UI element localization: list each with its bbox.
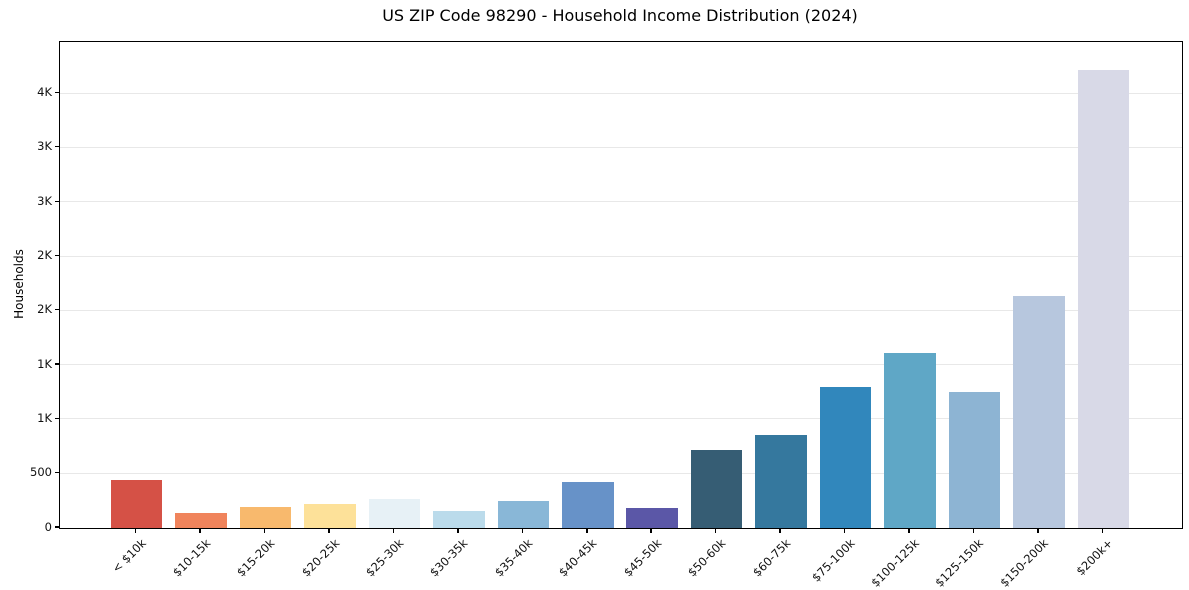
x-tick-mark — [714, 528, 717, 533]
x-tick-mark — [972, 528, 975, 533]
chart-title: US ZIP Code 98290 - Household Income Dis… — [382, 6, 858, 25]
bar — [304, 503, 356, 528]
y-tick-label: 4K — [37, 85, 52, 100]
x-tick-label: $30-35k — [427, 536, 471, 580]
bar — [239, 506, 292, 528]
x-tick-mark — [392, 528, 395, 533]
x-tick-label: $25-30k — [362, 536, 407, 580]
x-tick-mark — [457, 528, 459, 533]
x-tick-label: $60-75k — [749, 536, 793, 580]
y-tick-label: 1K — [37, 410, 52, 425]
x-tick-label: $15-20k — [234, 536, 278, 580]
bar — [368, 498, 421, 528]
y-tick-label: 500 — [30, 465, 52, 480]
x-tick-label: $20-25k — [298, 536, 342, 580]
y-tick-mark — [54, 417, 59, 419]
y-tick-mark — [54, 254, 59, 257]
bar — [433, 511, 485, 528]
gridline — [60, 201, 1182, 203]
bar — [175, 512, 227, 528]
x-tick-mark — [650, 528, 652, 533]
x-tick-mark — [1101, 528, 1104, 533]
y-tick-mark — [54, 91, 59, 94]
bar — [110, 480, 163, 528]
bar — [626, 507, 678, 528]
x-tick-label: $10-15k — [169, 536, 214, 580]
plot-area — [59, 41, 1183, 529]
y-tick-mark — [54, 309, 59, 311]
x-tick-mark — [521, 528, 524, 533]
x-tick-label: $35-40k — [491, 536, 536, 580]
bar — [497, 500, 550, 528]
x-tick-mark — [1037, 528, 1039, 533]
y-tick-label: 3K — [37, 193, 52, 208]
y-tick-label: 2K — [37, 247, 52, 262]
bar — [562, 481, 614, 528]
gridline — [60, 364, 1182, 366]
bar — [755, 435, 807, 528]
y-tick-mark — [54, 472, 59, 474]
gridline — [60, 309, 1182, 311]
y-tick-mark — [54, 146, 59, 148]
bar — [690, 450, 743, 528]
x-tick-label: $100-125k — [868, 536, 922, 590]
x-tick-mark — [779, 528, 781, 533]
x-tick-mark — [843, 528, 846, 533]
y-tick-label: 1K — [37, 356, 52, 371]
bar — [884, 353, 936, 528]
gridline — [60, 92, 1182, 94]
y-tick-label: 2K — [37, 302, 52, 317]
bar — [1013, 295, 1065, 528]
x-tick-label: $50-60k — [685, 536, 729, 580]
x-tick-mark — [134, 528, 137, 533]
x-tick-mark — [199, 528, 201, 533]
gridline — [60, 255, 1182, 257]
gridline — [60, 146, 1182, 148]
x-tick-label: $45-50k — [620, 536, 665, 580]
x-tick-label: $125-150k — [932, 536, 987, 590]
x-tick-mark — [586, 528, 588, 533]
gridline — [60, 418, 1182, 420]
x-tick-mark — [328, 528, 330, 533]
x-tick-label: $200k+ — [1073, 536, 1116, 579]
y-tick-mark — [54, 200, 59, 202]
y-tick-mark — [54, 363, 59, 365]
bar — [819, 386, 872, 528]
y-tick-mark — [54, 526, 59, 528]
y-tick-label: 0 — [44, 519, 52, 534]
x-tick-label: $150-200k — [996, 536, 1051, 590]
x-tick-label: $40-45k — [556, 536, 600, 580]
x-tick-label: < $10k — [109, 536, 149, 576]
bar — [1077, 69, 1130, 528]
x-tick-label: $75-100k — [808, 536, 858, 585]
y-tick-label: 3K — [37, 139, 52, 154]
gridline — [60, 472, 1182, 474]
x-tick-mark — [908, 528, 910, 533]
bar — [948, 392, 1001, 528]
x-tick-mark — [263, 528, 266, 533]
